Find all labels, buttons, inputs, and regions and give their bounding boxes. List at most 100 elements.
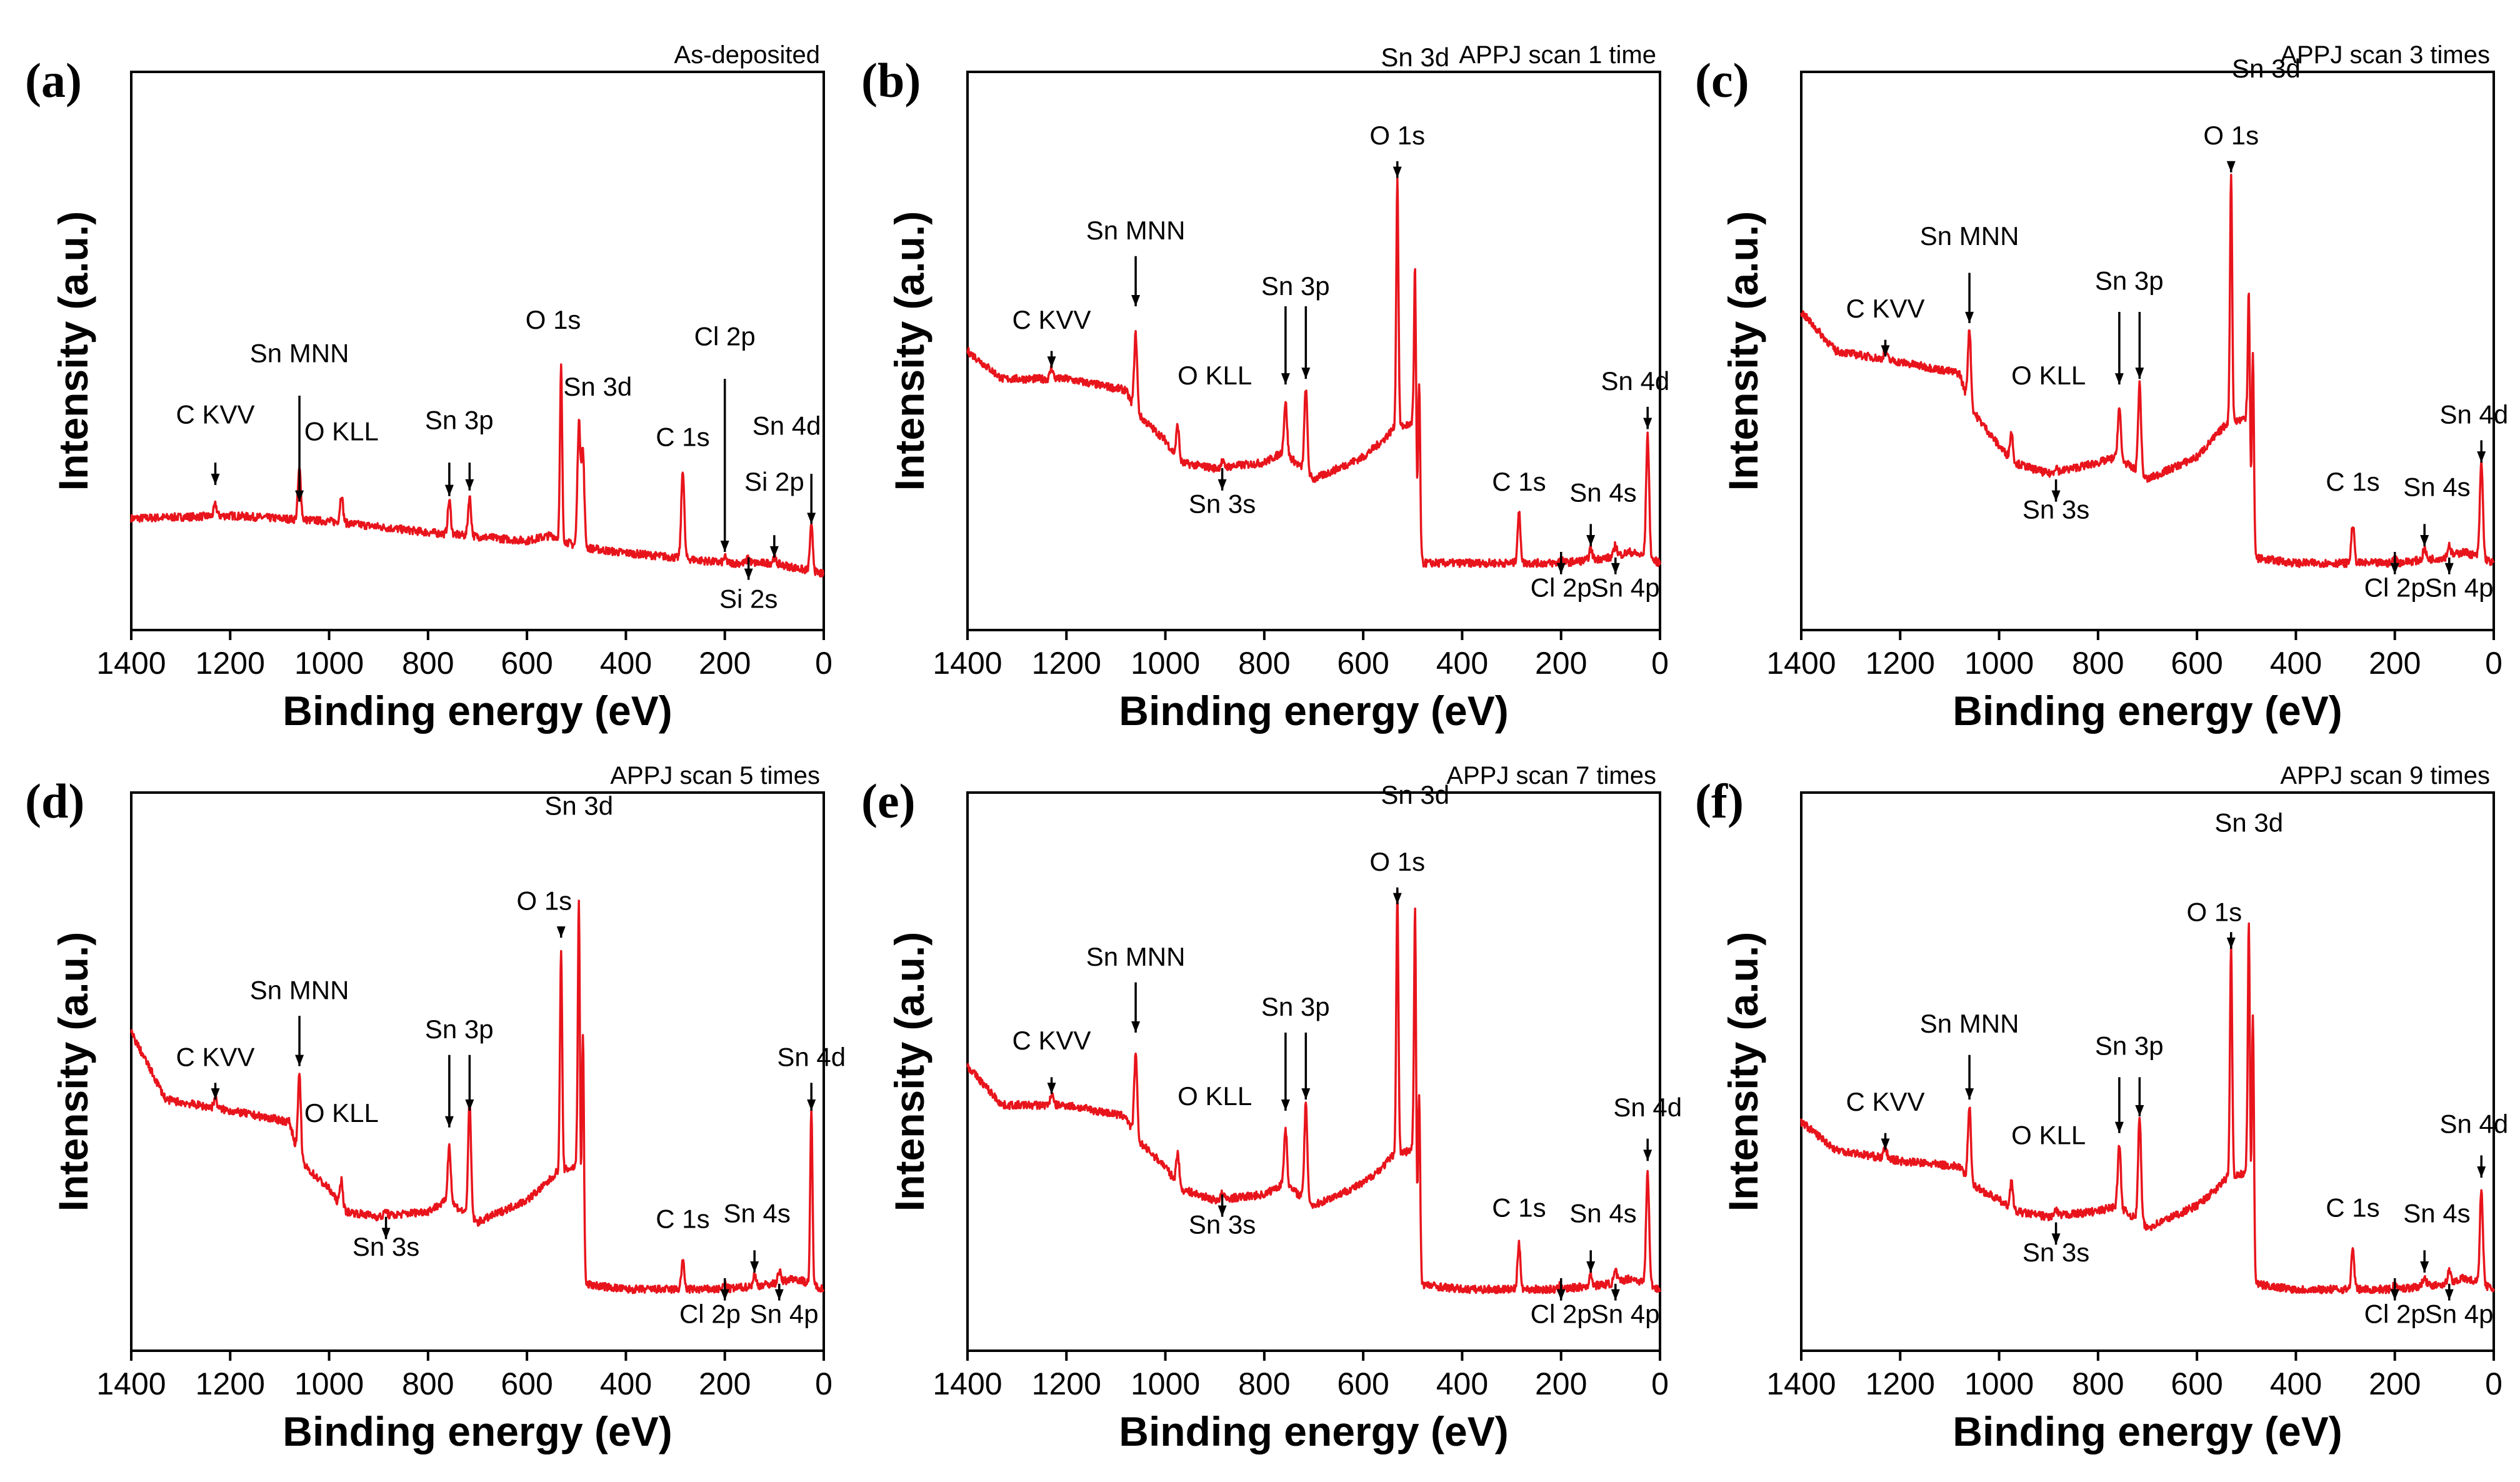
panel-letter: (a) (25, 53, 82, 108)
peak-label-o-kll: O KLL (304, 416, 379, 446)
panel-d: 1400 1200 1000 800 600 400 200 0 Binding energy … (25, 762, 846, 1454)
annotation-arrowhead (2226, 938, 2236, 949)
peak-label-o-1s: O 1s (516, 886, 572, 916)
x-tick-label: 800 (402, 1366, 454, 1401)
peak-label-sn-mnn: Sn MNN (250, 338, 349, 368)
peak-label-sn-4s: Sn 4s (723, 1199, 790, 1228)
x-tick-label: 1400 (96, 646, 166, 681)
annotation-arrowhead (769, 546, 779, 558)
peak-label-c-kvv: C KVV (1012, 305, 1091, 334)
annotation-arrowhead (1611, 1289, 1620, 1301)
annotation-arrowhead (2114, 1121, 2124, 1133)
peak-label-cl-2p: Cl 2p (1531, 1299, 1592, 1328)
plot-frame (1800, 71, 2495, 631)
peak-label-sn-4d: Sn 4d (1613, 1093, 1682, 1122)
x-tick-label: 200 (2369, 646, 2421, 681)
annotation-arrowhead (1301, 368, 1311, 379)
x-tick-label: 1400 (932, 646, 1002, 681)
peak-label-sn-4d: Sn 4d (1601, 366, 1670, 396)
spectrum-line (966, 887, 1661, 1294)
peak-label-c-kvv: C KVV (176, 1043, 255, 1072)
series-title: APPJ scan 5 times (610, 762, 820, 789)
peak-label-sn-3d: Sn 3d (544, 791, 613, 821)
annotation-arrowhead (1586, 535, 1596, 547)
peak-label-c-kvv: C KVV (176, 400, 255, 429)
panel-a: 1400 1200 1000 800 600 400 200 0 Binding energy … (25, 41, 832, 734)
annotation-arrowhead (1218, 1205, 1227, 1217)
peak-label-sn-3d: Sn 3d (1381, 780, 1449, 809)
annotation-arrowhead (2444, 1289, 2454, 1301)
x-tick-label: 800 (1238, 646, 1290, 681)
peak-label-sn-3p: Sn 3p (425, 1014, 494, 1044)
peak-label-o-kll: O KLL (2011, 1121, 2086, 1150)
x-tick-label: 200 (699, 1366, 751, 1401)
x-axis-title: Binding energy (eV) (282, 1408, 672, 1454)
annotation-arrowhead (465, 1099, 474, 1111)
annotation-arrowhead (2051, 490, 2061, 502)
annotation-arrowhead (2114, 373, 2124, 385)
annotation-arrowhead (2420, 1261, 2429, 1273)
peak-label-cl-2p: Cl 2p (2364, 573, 2426, 602)
x-tick-label: 0 (1651, 646, 1669, 681)
x-tick-label: 1200 (196, 646, 265, 681)
annotation-arrowhead (807, 513, 816, 524)
annotation-arrowhead (2226, 161, 2236, 173)
peak-label-sn-4s: Sn 4s (1569, 478, 1636, 508)
x-tick-label: 1000 (1131, 1366, 1200, 1401)
annotation-arrowhead (444, 1116, 454, 1128)
x-tick-label: 1200 (1866, 646, 1935, 681)
peak-label-o-1s: O 1s (2203, 121, 2259, 150)
peak-label-sn-mnn: Sn MNN (1086, 216, 1186, 245)
peak-label-cl-2p: Cl 2p (2364, 1299, 2426, 1328)
x-tick-label: 800 (2072, 646, 2124, 681)
x-tick-label: 800 (2072, 1366, 2124, 1401)
peak-label-sn-3d: Sn 3d (1381, 43, 1449, 72)
peak-label-o-1s: O 1s (526, 305, 581, 334)
series-title: APPJ scan 9 times (2280, 762, 2490, 789)
peak-label-sn-4p: Sn 4p (1591, 1299, 1660, 1328)
x-axis-title: Binding energy (eV) (1119, 688, 1508, 734)
peak-label-sn-mnn: Sn MNN (1920, 1009, 2019, 1038)
spectrum-line (1800, 922, 2495, 1294)
annotation-arrowhead (2477, 1166, 2486, 1178)
series-title: APPJ scan 1 time (1459, 41, 1656, 69)
plot-frame (1800, 791, 2495, 1352)
peak-label-sn-3p: Sn 3p (2095, 1031, 2164, 1061)
x-tick-label: 0 (815, 646, 832, 681)
panel-letter: (f) (1695, 774, 1744, 828)
x-tick-label: 400 (1436, 1366, 1488, 1401)
y-axis-title: Intensity (a.u.) (886, 932, 932, 1211)
x-tick-label: 600 (501, 646, 552, 681)
x-tick-label: 1000 (1964, 646, 2034, 681)
peak-label-sn-3s: Sn 3s (1189, 489, 1256, 518)
annotation-arrowhead (1643, 418, 1652, 429)
x-tick-label: 0 (815, 1366, 832, 1401)
x-tick-label: 1000 (1964, 1366, 2034, 1401)
peak-label-sn-3d: Sn 3d (2232, 54, 2301, 83)
x-tick-label: 1200 (196, 1366, 265, 1401)
peak-label-sn-4d: Sn 4d (2439, 1109, 2508, 1139)
x-tick-label: 400 (1436, 646, 1488, 681)
peak-label-o-kll: O KLL (1178, 361, 1252, 390)
panel-b: 1400 1200 1000 800 600 400 200 0 Binding energy … (861, 41, 1669, 734)
x-tick-label: 600 (501, 1366, 552, 1401)
annotation-arrowhead (750, 1261, 759, 1273)
annotation-arrowhead (720, 1289, 729, 1301)
series-title: APPJ scan 3 times (2280, 41, 2490, 69)
x-tick-label: 600 (2171, 1366, 2222, 1401)
spectrum-line (1800, 173, 2495, 568)
peak-label-c-1s: C 1s (1492, 1193, 1546, 1223)
plot-frame (966, 791, 1661, 1352)
x-tick-label: 600 (1337, 646, 1389, 681)
x-tick-label: 400 (2270, 646, 2322, 681)
peak-label-c-1s: C 1s (656, 1204, 709, 1234)
x-tick-label: 0 (2485, 1366, 2502, 1401)
x-tick-label: 1000 (294, 1366, 364, 1401)
x-tick-label: 1000 (1131, 646, 1200, 681)
series-title: As-deposited (674, 41, 820, 69)
annotation-arrowhead (295, 490, 304, 502)
annotation-arrowhead (2390, 563, 2399, 574)
peak-label-c-1s: C 1s (656, 422, 709, 451)
panel-letter: (d) (25, 774, 84, 828)
